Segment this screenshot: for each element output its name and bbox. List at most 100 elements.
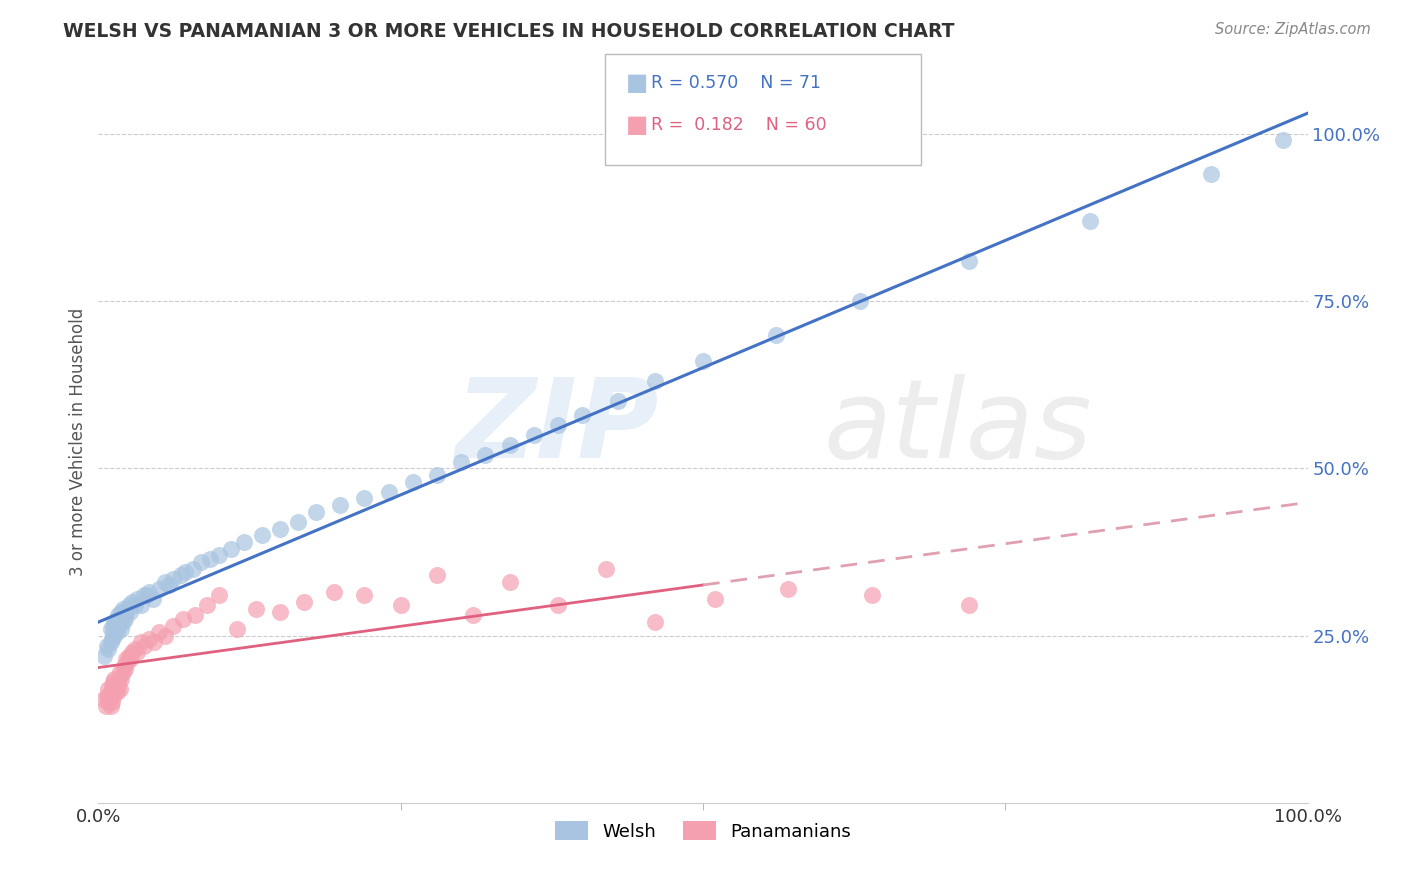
Point <box>287 515 309 529</box>
Point <box>108 612 131 626</box>
Point <box>110 605 132 619</box>
Point <box>108 672 131 686</box>
Text: ■: ■ <box>626 113 648 136</box>
Point <box>232 534 254 549</box>
Point <box>138 585 160 599</box>
Point <box>957 599 980 613</box>
Point <box>100 696 122 710</box>
Point <box>292 595 315 609</box>
Point <box>1272 134 1295 148</box>
Point <box>121 645 143 659</box>
Point <box>101 618 124 632</box>
Point <box>101 625 124 640</box>
Point <box>100 698 122 713</box>
Point <box>860 589 883 603</box>
Point <box>103 672 125 686</box>
Point <box>305 505 328 519</box>
Point <box>108 665 131 680</box>
Point <box>101 689 124 703</box>
Point <box>112 658 135 673</box>
Point <box>105 675 128 690</box>
Point <box>107 679 129 693</box>
Point <box>96 689 118 703</box>
Point <box>245 602 267 616</box>
Point <box>97 696 120 710</box>
Point <box>765 327 787 342</box>
Point <box>105 625 128 640</box>
Point <box>195 599 218 613</box>
Point <box>124 599 146 613</box>
Point <box>269 521 291 535</box>
Point <box>134 589 156 603</box>
Point <box>100 679 122 693</box>
Point <box>115 652 138 666</box>
Point <box>110 622 132 636</box>
Point <box>100 632 122 646</box>
Point <box>121 595 143 609</box>
Point <box>704 591 727 606</box>
Point <box>98 692 121 706</box>
Point <box>208 548 231 563</box>
Point <box>118 599 141 613</box>
Point <box>100 622 122 636</box>
Point <box>776 582 799 596</box>
Point <box>184 608 207 623</box>
Point <box>93 648 115 663</box>
Point <box>402 475 425 489</box>
Point <box>138 632 160 646</box>
Point <box>118 605 141 619</box>
Point <box>353 491 375 506</box>
Point <box>118 652 141 666</box>
Text: WELSH VS PANAMANIAN 3 OR MORE VEHICLES IN HOUSEHOLD CORRELATION CHART: WELSH VS PANAMANIAN 3 OR MORE VEHICLES I… <box>63 22 955 41</box>
Point <box>108 681 131 696</box>
Point <box>103 685 125 699</box>
Point <box>105 685 128 699</box>
Point <box>607 394 630 409</box>
Point <box>153 575 176 590</box>
Point <box>129 599 152 613</box>
Point <box>644 375 666 389</box>
Point <box>143 635 166 649</box>
Point <box>547 599 569 613</box>
Point <box>111 602 134 616</box>
Point <box>110 672 132 686</box>
Point <box>117 602 139 616</box>
Point <box>94 698 117 713</box>
Point <box>100 635 122 649</box>
Point <box>174 565 197 579</box>
Point <box>115 605 138 619</box>
Point <box>124 642 146 657</box>
Point <box>353 589 375 603</box>
Point <box>148 582 170 596</box>
Point <box>127 591 149 606</box>
Point <box>97 642 120 657</box>
Point <box>93 692 115 706</box>
Point <box>692 354 714 368</box>
Point <box>523 427 546 442</box>
Point <box>1078 214 1101 228</box>
Point <box>104 679 127 693</box>
Point <box>114 662 136 676</box>
Point <box>107 618 129 632</box>
Point <box>111 665 134 680</box>
Point <box>101 675 124 690</box>
Point <box>595 562 617 576</box>
Point <box>103 628 125 642</box>
Point <box>105 612 128 626</box>
Point <box>498 575 520 590</box>
Point <box>190 555 212 569</box>
Point <box>957 254 980 268</box>
Point <box>157 578 180 592</box>
Point <box>571 408 593 422</box>
Point <box>162 572 184 586</box>
Point <box>112 608 135 623</box>
Point <box>118 648 141 663</box>
Point <box>426 568 449 582</box>
Point <box>172 612 194 626</box>
Point <box>96 639 118 653</box>
Point <box>269 605 291 619</box>
Text: Source: ZipAtlas.com: Source: ZipAtlas.com <box>1215 22 1371 37</box>
Point <box>226 622 249 636</box>
Point <box>129 635 152 649</box>
Point <box>1199 167 1222 181</box>
